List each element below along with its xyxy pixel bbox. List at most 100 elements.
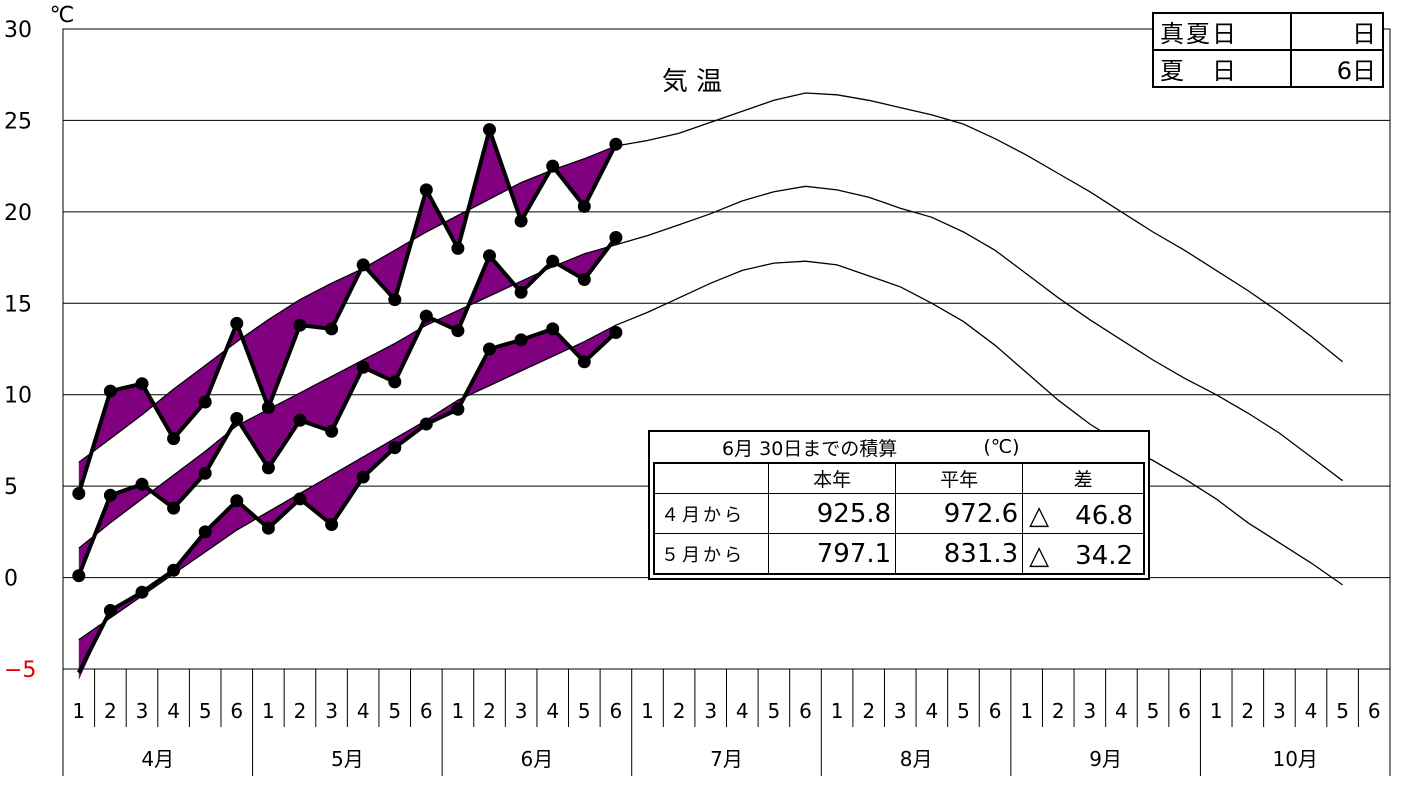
data-point xyxy=(230,412,244,425)
x-period-label: 1 xyxy=(72,699,85,723)
x-period-label: 3 xyxy=(704,699,717,723)
data-point xyxy=(198,395,212,409)
observed-line-max xyxy=(76,122,618,495)
x-period-label: 5 xyxy=(578,699,591,723)
difference-value: △ 34.2 xyxy=(1022,533,1145,575)
normal-line-max xyxy=(78,92,1344,463)
data-point xyxy=(230,494,244,508)
x-period-label: 6 xyxy=(989,699,1002,723)
data-point xyxy=(609,326,623,339)
x-month-label: 5月 xyxy=(331,747,364,771)
data-point xyxy=(388,375,402,389)
x-period-label: 1 xyxy=(452,699,465,723)
x-period-label: 6 xyxy=(799,699,812,723)
column-header: 本年 xyxy=(768,462,897,494)
x-period-label: 5 xyxy=(768,699,781,723)
data-point xyxy=(198,525,212,539)
data-point xyxy=(293,413,307,427)
data-point xyxy=(230,316,244,330)
y-tick-label: 20 xyxy=(4,201,32,226)
y-tick-label: 25 xyxy=(4,109,32,134)
y-tick-label: 5 xyxy=(4,475,18,500)
data-point xyxy=(293,492,307,506)
x-period-label: 3 xyxy=(136,699,149,723)
data-point xyxy=(261,521,275,535)
data-point xyxy=(167,432,181,446)
data-point xyxy=(135,477,149,491)
x-period-label: 5 xyxy=(1336,699,1349,723)
x-period-label: 4 xyxy=(546,699,559,723)
y-tick-label: 30 xyxy=(4,18,32,43)
x-period-label: 5 xyxy=(199,699,212,723)
x-period-label: 3 xyxy=(1083,699,1096,723)
x-period-label: 3 xyxy=(894,699,907,723)
data-point xyxy=(419,417,433,431)
x-period-label: 6 xyxy=(1178,699,1191,723)
x-period-label: 6 xyxy=(1368,699,1381,723)
accumulation-caption-row: 6月 30日までの積算 (℃) xyxy=(650,432,1148,462)
this-year-value: 797.1 xyxy=(768,533,897,575)
data-point xyxy=(388,293,402,307)
table-row: ５月から 797.1 831.3 △ 34.2 xyxy=(653,533,1145,575)
x-period-label: 3 xyxy=(515,699,528,723)
y-tick-label: −5 xyxy=(4,658,36,683)
data-point xyxy=(514,285,528,299)
data-point xyxy=(198,466,212,480)
x-period-label: 4 xyxy=(357,699,370,723)
table-header-row: 本年 平年 差 xyxy=(653,462,1145,494)
x-period-label: 1 xyxy=(1020,699,1033,723)
accumulation-caption: 6月 30日までの積算 xyxy=(722,437,898,460)
column-header: 平年 xyxy=(895,462,1024,494)
x-month-label: 7月 xyxy=(710,747,743,771)
deviation-fill xyxy=(78,129,616,494)
x-period-label: 1 xyxy=(262,699,275,723)
data-point xyxy=(546,159,560,173)
x-period-label: 1 xyxy=(641,699,654,723)
data-point xyxy=(419,183,433,197)
x-period-label: 2 xyxy=(673,699,686,723)
hot-day-label: 真夏日 xyxy=(1152,12,1292,51)
row-label: ４月から xyxy=(653,493,770,534)
data-point xyxy=(546,254,560,268)
x-month-label: 9月 xyxy=(1089,747,1122,771)
y-axis-unit-label: ℃ xyxy=(50,3,75,28)
hot-day-value: 日 xyxy=(1290,12,1384,51)
x-period-label: 4 xyxy=(167,699,180,723)
accumulation-box: 6月 30日までの積算 (℃) 本年 平年 差 ４月から 925.8 972.6… xyxy=(648,430,1150,580)
data-point xyxy=(135,585,149,599)
data-point xyxy=(103,488,117,502)
x-period-label: 4 xyxy=(1305,699,1318,723)
summer-days-box: 真夏日 日 夏 日 6日 xyxy=(1152,12,1384,88)
x-period-label: 5 xyxy=(1147,699,1160,723)
data-point xyxy=(514,214,528,228)
x-period-label: 2 xyxy=(1052,699,1065,723)
normal-value: 972.6 xyxy=(895,493,1024,534)
data-point xyxy=(261,401,275,414)
data-point xyxy=(167,501,181,515)
data-point xyxy=(577,199,591,213)
data-point xyxy=(325,424,339,438)
data-point xyxy=(325,322,339,336)
column-header: 差 xyxy=(1022,462,1145,494)
x-period-label: 1 xyxy=(831,699,844,723)
data-point xyxy=(483,123,496,137)
data-point xyxy=(451,241,465,255)
x-period-label: 2 xyxy=(483,699,496,723)
x-month-label: 6月 xyxy=(521,747,554,771)
data-point xyxy=(451,324,465,338)
data-point xyxy=(577,355,591,369)
data-point xyxy=(388,441,402,455)
data-point xyxy=(356,470,370,484)
x-period-label: 2 xyxy=(1241,699,1254,723)
observed-line-mean xyxy=(76,236,618,577)
x-period-label: 4 xyxy=(1115,699,1128,723)
chart-title: 気 温 xyxy=(662,67,722,97)
table-row: 夏 日 6日 xyxy=(1152,49,1384,88)
data-point xyxy=(72,569,86,583)
x-month-label: 4月 xyxy=(141,747,174,771)
this-year-value: 925.8 xyxy=(768,493,897,534)
accumulation-unit: (℃) xyxy=(983,436,1020,458)
x-period-label: 6 xyxy=(610,699,623,723)
data-point xyxy=(293,318,307,332)
